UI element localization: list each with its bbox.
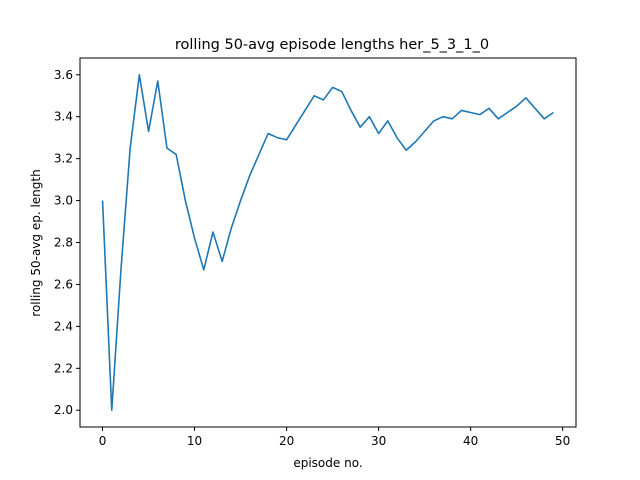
series-line-0 <box>101 73 554 412</box>
x-tick-label: 30 <box>371 434 386 448</box>
x-tick-label: 0 <box>99 434 107 448</box>
y-tick-label: 2.8 <box>54 236 73 250</box>
x-tick-label: 50 <box>555 434 570 448</box>
plot-frame <box>79 57 577 428</box>
y-tick-label: 3.0 <box>54 194 73 208</box>
x-tick-label: 20 <box>279 434 294 448</box>
y-tick-label: 3.4 <box>54 110 73 124</box>
x-axis: 0 10 20 30 40 50 <box>99 427 570 448</box>
y-tick-label: 2.0 <box>54 403 73 417</box>
x-axis-label: episode no. <box>293 456 362 470</box>
x-tick-label: 10 <box>187 434 202 448</box>
y-tick-label: 2.2 <box>54 361 73 375</box>
x-tick-label: 40 <box>463 434 478 448</box>
y-tick-label: 2.4 <box>54 319 73 333</box>
y-tick-label: 3.2 <box>54 152 73 166</box>
chart-title: rolling 50-avg episode lengths her_5_3_1… <box>175 37 489 53</box>
y-tick-label: 2.6 <box>54 277 73 291</box>
y-tick-label: 3.6 <box>54 68 73 82</box>
y-axis-label: rolling 50-avg ep. length <box>29 169 43 316</box>
y-axis: 2.0 2.2 2.4 2.6 2.8 3.0 3.2 3.4 3.6 <box>54 68 80 417</box>
plot-area <box>101 73 554 412</box>
